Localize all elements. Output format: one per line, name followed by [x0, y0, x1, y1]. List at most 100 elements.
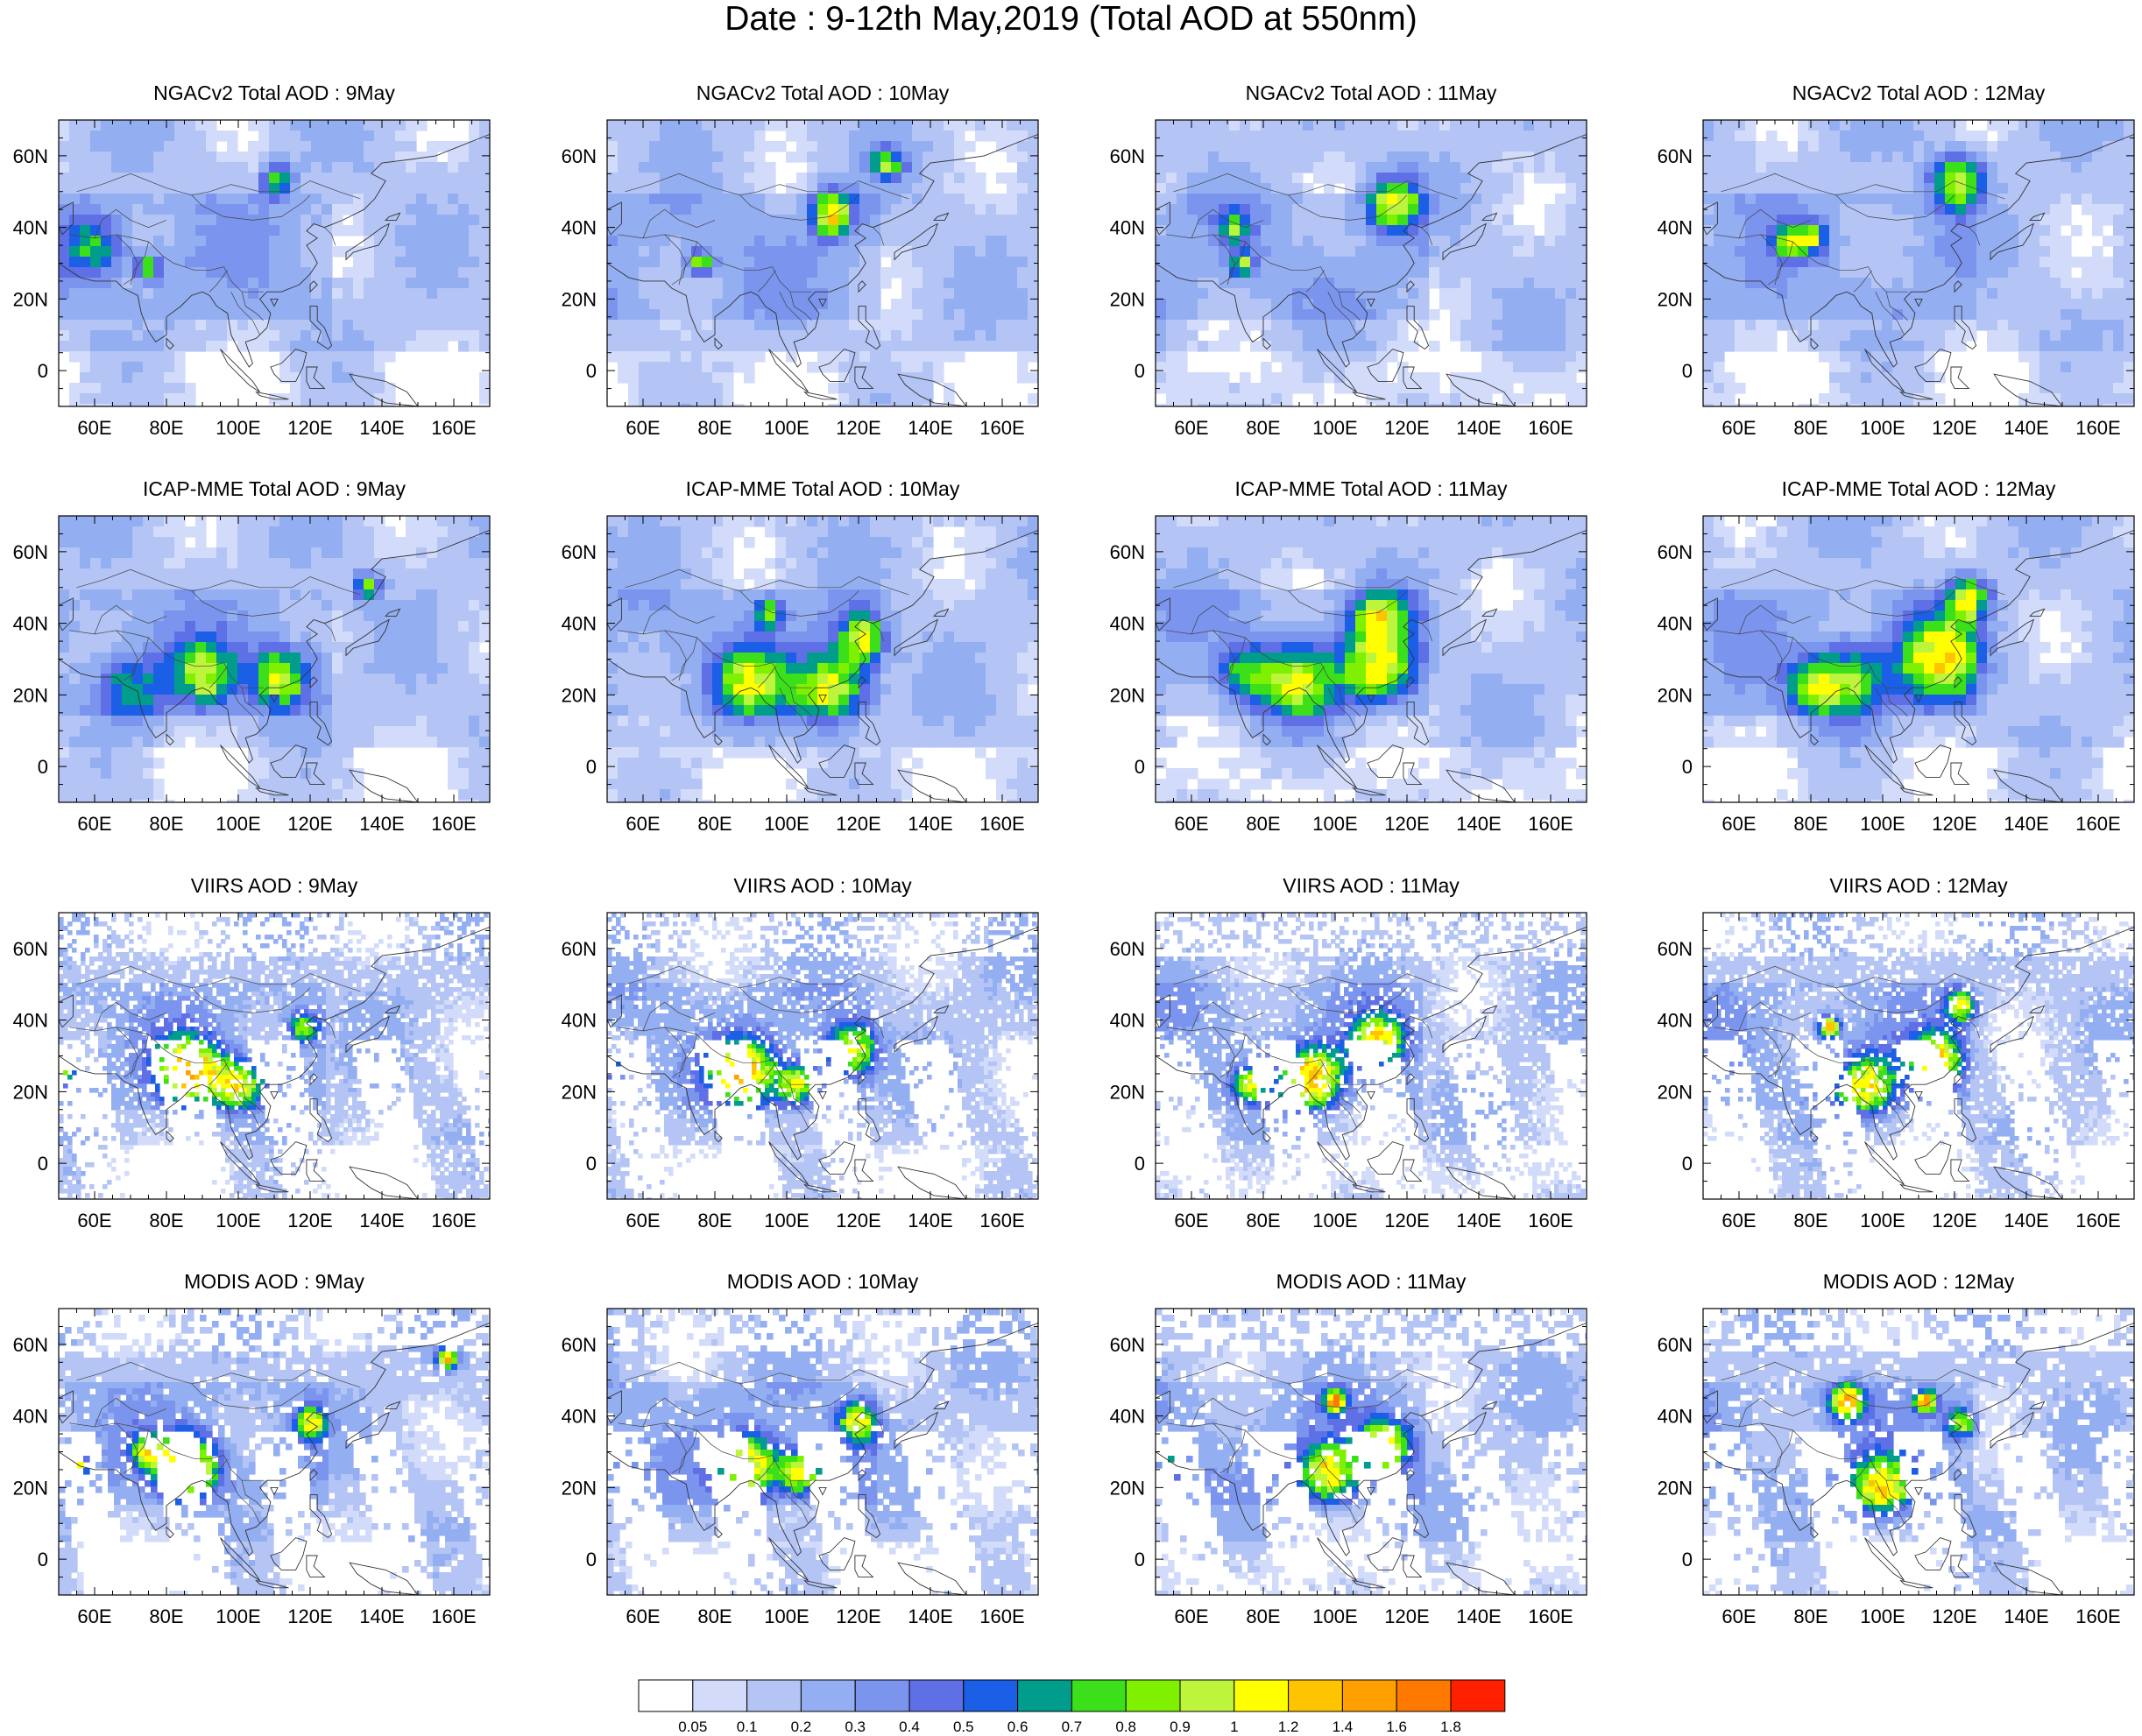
lon-tick-label: 160E: [1528, 1210, 1573, 1231]
lat-tick-label: 60N: [562, 1334, 597, 1356]
lon-tick-label: 100E: [1860, 1605, 1905, 1627]
lon-tick-label: 120E: [287, 1210, 332, 1231]
aod-field: [1703, 913, 2138, 1203]
lat-tick-label: 20N: [13, 1477, 48, 1499]
lat-tick-label: 60N: [13, 541, 48, 563]
lat-tick-label: 0: [1135, 756, 1145, 778]
aod-field: [1156, 1309, 1592, 1598]
lon-tick-label: 120E: [1384, 813, 1429, 835]
lat-tick-label: 20N: [1658, 1477, 1693, 1499]
lon-tick-label: 100E: [216, 813, 260, 835]
lat-tick-label: 20N: [1110, 288, 1145, 310]
lon-tick-label: 140E: [908, 417, 952, 439]
lat-tick-label: 40N: [1110, 217, 1145, 239]
lat-tick-label: 60N: [562, 541, 597, 563]
lat-tick-label: 20N: [1110, 1081, 1145, 1103]
lat-tick-label: 20N: [562, 684, 597, 706]
lon-tick-label: 140E: [359, 813, 404, 835]
lon-tick-label: 140E: [908, 813, 952, 835]
lat-tick-label: 60N: [1110, 541, 1145, 563]
lat-tick-label: 40N: [13, 1406, 48, 1428]
lon-tick-label: 100E: [216, 1605, 260, 1627]
lon-tick-label: 80E: [1246, 813, 1280, 835]
lon-tick-label: 80E: [697, 1605, 732, 1627]
lon-tick-label: 160E: [979, 813, 1024, 835]
lat-tick-label: 40N: [562, 1010, 597, 1032]
lat-tick-label: 40N: [1110, 1406, 1145, 1428]
lon-tick-label: 160E: [979, 1210, 1024, 1231]
lon-tick-label: 60E: [1721, 417, 1756, 439]
lon-tick-label: 80E: [149, 1605, 183, 1627]
lat-tick-label: 60N: [1658, 541, 1693, 563]
lat-tick-label: 60N: [1110, 938, 1145, 960]
lon-tick-label: 160E: [2075, 1605, 2120, 1627]
lon-tick-label: 160E: [1528, 417, 1573, 439]
lat-tick-label: 0: [586, 756, 597, 778]
lon-tick-label: 80E: [1793, 813, 1827, 835]
lon-tick-label: 80E: [697, 813, 732, 835]
lat-tick-label: 0: [1135, 1153, 1145, 1175]
lat-tick-label: 40N: [1110, 1010, 1145, 1032]
lat-tick-label: 60N: [1110, 1334, 1145, 1356]
aod-field: [1156, 913, 1590, 1203]
lat-tick-label: 0: [1682, 1549, 1693, 1570]
lat-tick-label: 0: [38, 756, 48, 778]
aod-field: [1703, 516, 2135, 811]
lon-tick-label: 60E: [77, 1210, 111, 1231]
lon-tick-label: 160E: [431, 813, 476, 835]
lat-tick-label: 0: [586, 360, 597, 382]
lat-tick-label: 20N: [1658, 684, 1693, 706]
lat-tick-label: 40N: [13, 613, 48, 635]
lon-tick-label: 100E: [1860, 813, 1905, 835]
lon-tick-label: 60E: [1721, 1605, 1756, 1627]
lon-tick-label: 120E: [1932, 417, 1976, 439]
lat-tick-label: 60N: [562, 938, 597, 960]
lon-tick-label: 60E: [1174, 1210, 1208, 1231]
aod-field: [607, 516, 1039, 811]
lat-tick-label: 40N: [562, 613, 597, 635]
lon-tick-label: 120E: [287, 417, 332, 439]
lat-tick-label: 60N: [13, 1334, 48, 1356]
lon-tick-label: 140E: [1456, 1605, 1501, 1627]
lon-tick-label: 80E: [149, 813, 183, 835]
lon-tick-label: 100E: [1860, 417, 1905, 439]
lat-tick-label: 20N: [13, 288, 48, 310]
lat-tick-label: 40N: [562, 1406, 597, 1428]
lon-tick-label: 60E: [1174, 813, 1208, 835]
lon-tick-label: 80E: [1246, 417, 1280, 439]
lon-tick-label: 140E: [2004, 1605, 2048, 1627]
aod-field: [1156, 516, 1587, 811]
lon-tick-label: 100E: [1312, 417, 1357, 439]
lon-tick-label: 140E: [359, 417, 404, 439]
lon-tick-label: 160E: [979, 1605, 1024, 1627]
lon-tick-label: 80E: [1793, 417, 1827, 439]
lon-tick-label: 120E: [1932, 1210, 1976, 1231]
lon-tick-label: 80E: [1793, 1605, 1827, 1627]
lon-tick-label: 60E: [626, 813, 660, 835]
lat-tick-label: 20N: [13, 684, 48, 706]
lat-tick-label: 0: [1682, 756, 1693, 778]
lon-tick-label: 60E: [1174, 1605, 1208, 1627]
lat-tick-label: 0: [1135, 360, 1145, 382]
aod-field: [607, 120, 1039, 415]
lon-tick-label: 160E: [431, 1210, 476, 1231]
lon-tick-label: 100E: [216, 417, 260, 439]
lon-tick-label: 60E: [626, 1605, 660, 1627]
lon-tick-label: 140E: [2004, 417, 2048, 439]
